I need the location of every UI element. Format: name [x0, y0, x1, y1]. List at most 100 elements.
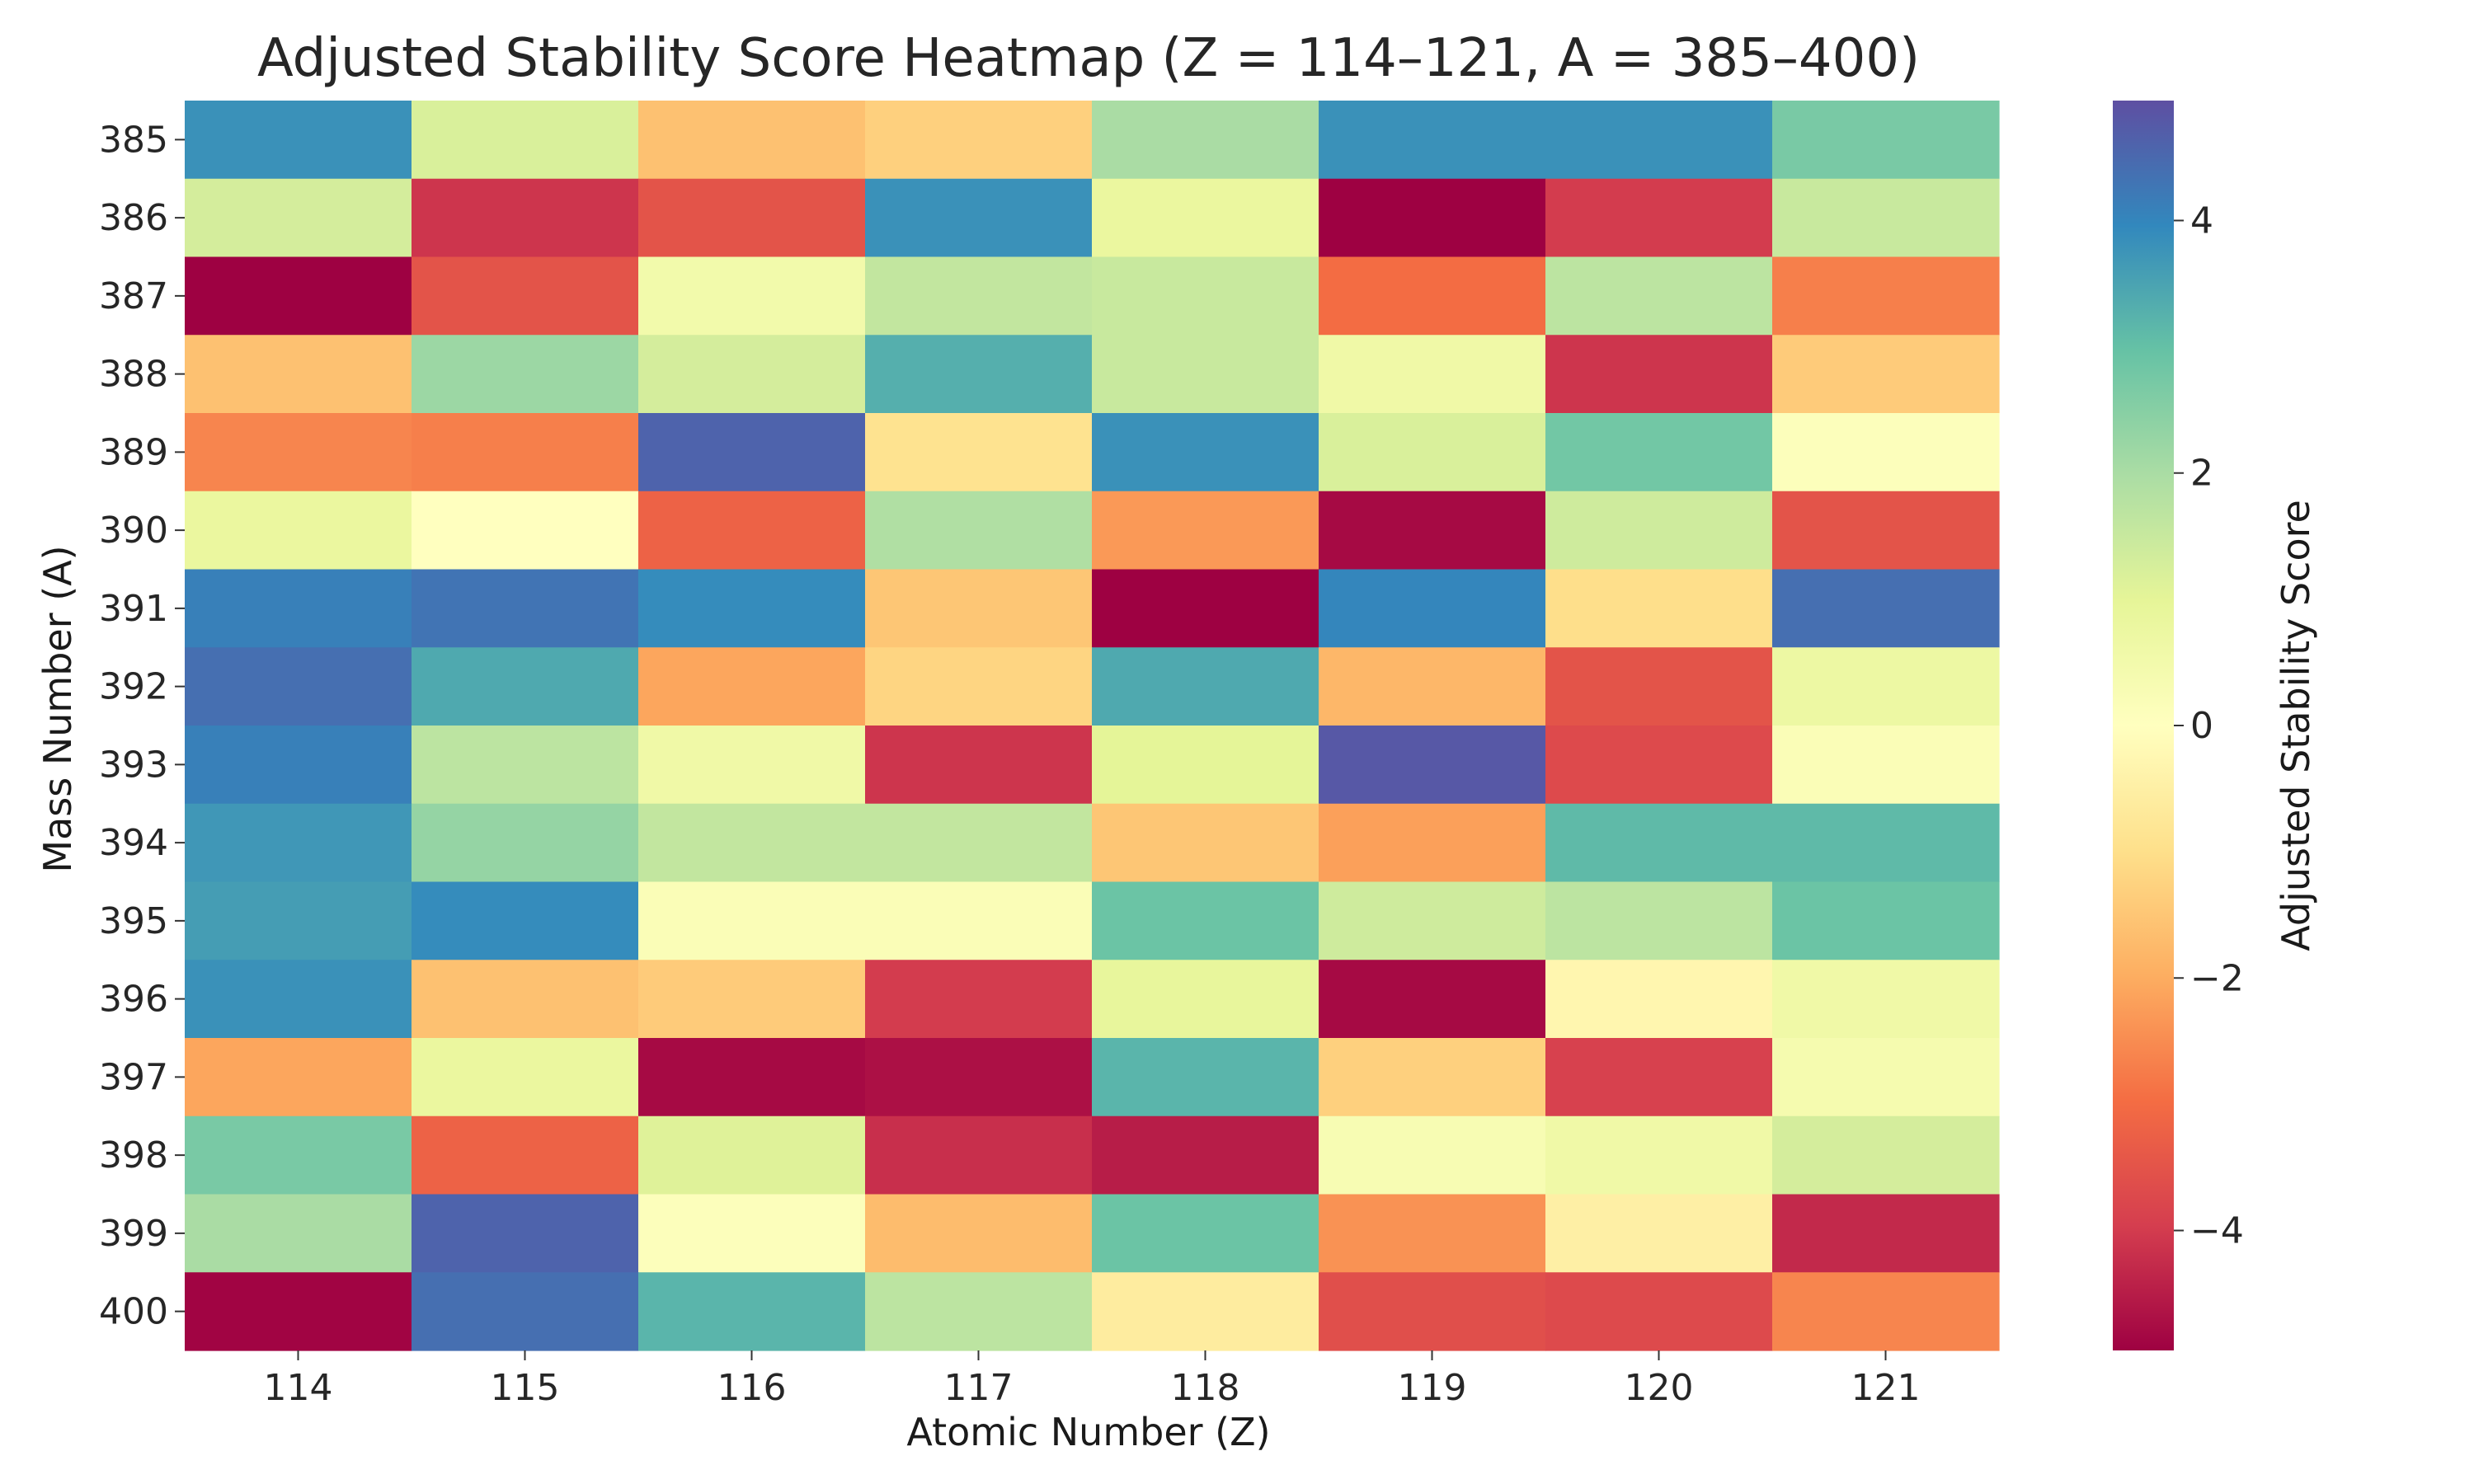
heatmap-cell	[1319, 960, 1546, 1039]
y-tick-label: 397	[99, 1056, 168, 1098]
heatmap-cell	[1545, 960, 1773, 1039]
heatmap-cell	[1319, 101, 1546, 180]
x-tick-label: 119	[1398, 1367, 1467, 1409]
colorbar-tick-label: 4	[2190, 200, 2213, 242]
heatmap-cell	[638, 647, 866, 726]
heatmap-cell	[638, 256, 866, 336]
heatmap-cell	[1772, 335, 2000, 414]
heatmap-cell	[1092, 960, 1319, 1039]
colorbar-tick-label: 2	[2190, 453, 2213, 495]
heatmap-cell	[412, 101, 639, 180]
heatmap-cell	[638, 569, 866, 648]
y-tick-label: 386	[99, 197, 168, 239]
heatmap-cell	[1545, 569, 1773, 648]
heatmap-cell	[185, 803, 412, 883]
x-tick-label: 118	[1171, 1367, 1240, 1409]
heatmap-cell	[1319, 647, 1546, 726]
heatmap-cell	[1092, 491, 1319, 571]
heatmap-cell	[638, 101, 866, 180]
heatmap-cell	[638, 491, 866, 571]
heatmap-cell	[638, 960, 866, 1039]
heatmap-cell	[1545, 647, 1773, 726]
heatmap-cell	[865, 491, 1093, 571]
heatmap-cell	[1772, 960, 2000, 1039]
heatmap-cell	[1772, 491, 2000, 571]
heatmap-cell	[1319, 569, 1546, 648]
heatmap-cell	[1545, 1115, 1773, 1195]
y-tick-label: 385	[99, 119, 168, 161]
heatmap-cell	[865, 256, 1093, 336]
heatmap-cell	[185, 1038, 412, 1117]
heatmap-cell	[1319, 1038, 1546, 1117]
heatmap-cell	[1319, 491, 1546, 571]
heatmap-cell	[638, 413, 866, 492]
heatmap-cell	[1319, 256, 1546, 336]
heatmap-cell	[865, 1115, 1093, 1195]
heatmap-cell	[1319, 335, 1546, 414]
heatmap-cell	[185, 726, 412, 805]
heatmap-cell	[1772, 569, 2000, 648]
heatmap-cell	[638, 1115, 866, 1195]
heatmap-cell	[185, 1272, 412, 1351]
heatmap-cell	[865, 413, 1093, 492]
y-tick-label: 394	[99, 822, 168, 864]
heatmap-cell	[1092, 726, 1319, 805]
heatmap-cell	[1545, 335, 1773, 414]
heatmap-cell	[865, 569, 1093, 648]
y-tick-label: 395	[99, 900, 168, 942]
y-tick-label: 399	[99, 1213, 168, 1255]
heatmap-cell	[865, 178, 1093, 258]
heatmap-cell	[1319, 803, 1546, 883]
heatmap-cell	[1092, 1194, 1319, 1273]
heatmap-cell	[412, 960, 639, 1039]
heatmap-cell	[638, 178, 866, 258]
y-tick-label: 389	[99, 431, 168, 473]
heatmap-cell	[865, 101, 1093, 180]
heatmap-cell	[1545, 803, 1773, 883]
heatmap-cell	[1319, 1272, 1546, 1351]
heatmap-cell	[1545, 101, 1773, 180]
heatmap-cell	[185, 491, 412, 571]
heatmap-cell	[1772, 803, 2000, 883]
heatmap-cell	[1772, 1038, 2000, 1117]
heatmap-cell	[1092, 413, 1319, 492]
heatmap-cell	[865, 726, 1093, 805]
heatmap-cell	[1545, 1038, 1773, 1117]
y-tick-label: 392	[99, 666, 168, 708]
heatmap-cell	[185, 256, 412, 336]
heatmap-cell	[185, 335, 412, 414]
colorbar-tick-label: −2	[2190, 957, 2244, 999]
heatmap-cell	[185, 647, 412, 726]
heatmap-cell	[1772, 413, 2000, 492]
heatmap-cell	[865, 803, 1093, 883]
heatmap-cell	[1092, 881, 1319, 960]
heatmap-cell	[1772, 1194, 2000, 1273]
heatmap-cell	[1319, 726, 1546, 805]
heatmap-cell	[865, 1272, 1093, 1351]
heatmap-cell	[638, 803, 866, 883]
heatmap-cell	[1092, 256, 1319, 336]
heatmap-cell	[1319, 178, 1546, 258]
heatmap-cell	[185, 413, 412, 492]
heatmap-cell	[412, 569, 639, 648]
y-tick-label: 393	[99, 744, 168, 786]
y-axis-label: Mass Number (A)	[35, 545, 80, 872]
heatmap-cell	[412, 726, 639, 805]
heatmap-cell	[412, 335, 639, 414]
heatmap-cell	[412, 1115, 639, 1195]
heatmap-cell	[638, 335, 866, 414]
heatmap-cell	[412, 1038, 639, 1117]
x-tick-label: 114	[264, 1367, 333, 1409]
heatmap-cell	[185, 101, 412, 180]
heatmap-cell	[1545, 491, 1773, 571]
y-tick-label: 391	[99, 588, 168, 630]
y-tick-label: 398	[99, 1134, 168, 1176]
heatmap-cell	[185, 881, 412, 960]
heatmap-cell	[412, 178, 639, 258]
chart-title: Adjusted Stability Score Heatmap (Z = 11…	[257, 28, 1920, 89]
y-axis: 385 386 387 388 389 390 391 392 393 394 395 396 397 3…	[99, 119, 185, 1333]
heatmap-cell	[1319, 881, 1546, 960]
heatmap-cell	[1545, 1272, 1773, 1351]
heatmap-cell	[865, 647, 1093, 726]
heatmap-cell	[1545, 726, 1773, 805]
